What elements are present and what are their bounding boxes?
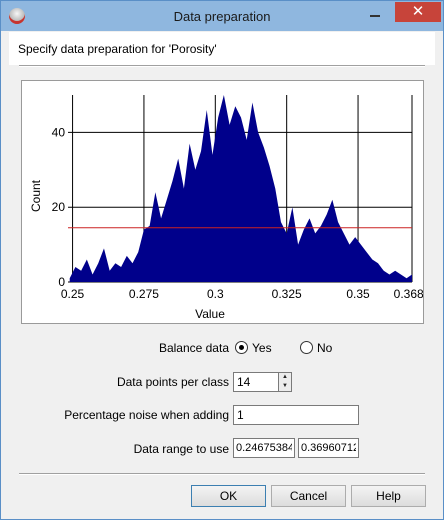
- x-tick-label: 0.3: [207, 287, 224, 301]
- y-tick-label: 20: [52, 200, 66, 214]
- histogram-chart: 0.25 0.275 0.3 0.325 0.35 0.3689 0 20 40 Value C…: [29, 95, 423, 321]
- data-range-label: Data range to use: [133, 442, 229, 456]
- y-tick-label: 0: [58, 275, 65, 289]
- title-bar[interactable]: Data preparation ✕: [1, 1, 443, 31]
- x-tick-label: 0.3689: [394, 287, 423, 301]
- close-button[interactable]: ✕: [395, 2, 441, 22]
- help-button[interactable]: Help: [351, 485, 426, 507]
- y-axis-label: Count: [29, 179, 43, 212]
- spinner-up-icon[interactable]: ▲: [282, 374, 288, 380]
- ok-button[interactable]: OK: [191, 485, 266, 507]
- header-strip: Specify data preparation for 'Porosity': [9, 32, 435, 65]
- x-tick-label: 0.275: [129, 287, 159, 301]
- x-axis-label: Value: [195, 307, 225, 321]
- x-tick-label: 0.35: [346, 287, 370, 301]
- header-separator: [19, 65, 425, 67]
- x-tick-label: 0.325: [272, 287, 302, 301]
- y-tick-label: 40: [52, 125, 66, 139]
- minimize-button[interactable]: [363, 5, 387, 23]
- footer-separator: [19, 473, 425, 475]
- histogram-panel: 0.25 0.275 0.3 0.325 0.35 0.3689 0 20 40 Value C…: [21, 80, 424, 324]
- window-title: Data preparation: [173, 9, 271, 24]
- tick-labels: 0.25 0.275 0.3 0.325 0.35 0.3689 0 20 40: [52, 125, 423, 301]
- histogram-area: [69, 95, 412, 282]
- balance-data-label: Balance data: [158, 341, 229, 355]
- range-min-input[interactable]: [233, 438, 295, 458]
- balance-yes-label[interactable]: Yes: [252, 341, 272, 355]
- x-tick-label: 0.25: [61, 287, 85, 301]
- noise-input[interactable]: [233, 405, 359, 425]
- points-per-class-input[interactable]: [233, 372, 279, 392]
- header-text: Specify data preparation for 'Porosity': [18, 42, 217, 56]
- balance-yes-radio[interactable]: [235, 341, 248, 354]
- points-per-class-spinner[interactable]: ▲ ▼: [278, 372, 292, 392]
- balance-no-radio[interactable]: [300, 341, 313, 354]
- points-per-class-label: Data points per class: [116, 375, 229, 389]
- noise-label: Percentage noise when adding: [64, 408, 229, 422]
- app-icon[interactable]: [9, 8, 25, 24]
- cancel-button[interactable]: Cancel: [271, 485, 346, 507]
- range-max-input[interactable]: [298, 438, 359, 458]
- spinner-down-icon[interactable]: ▼: [282, 383, 288, 389]
- balance-no-label[interactable]: No: [317, 341, 333, 355]
- dialog-body: Specify data preparation for 'Porosity' …: [9, 32, 435, 511]
